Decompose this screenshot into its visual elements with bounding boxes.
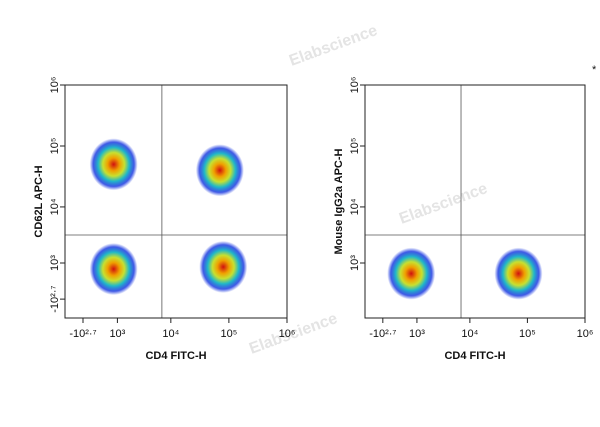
- y-tick-label: 10⁵: [49, 138, 61, 155]
- population: [89, 138, 138, 191]
- x-tick-label: -10²·⁷: [369, 328, 396, 340]
- y-tick-label: 10⁶: [49, 77, 61, 94]
- x-tick-label: 10⁵: [220, 328, 237, 340]
- y-tick-label: 10⁶: [349, 77, 361, 94]
- y-axis-title: Mouse IgG2a APC-H: [333, 148, 345, 254]
- population: [199, 240, 248, 293]
- y-axis-title: CD62L APC-H: [33, 165, 45, 237]
- population: [494, 247, 543, 300]
- population: [195, 144, 244, 197]
- y-tick-label: 10³: [349, 255, 361, 271]
- watermark: Elabscience: [287, 22, 380, 70]
- plot-frame: [64, 84, 288, 319]
- x-tick-label: -10²·⁷: [69, 328, 96, 340]
- y-tick-label: 10⁵: [349, 138, 361, 155]
- watermark: Elabscience: [397, 180, 490, 228]
- x-tick-label: 10³: [109, 328, 125, 340]
- x-axis-title: CD4 FITC-H: [444, 350, 505, 362]
- x-tick-label: 10⁶: [577, 328, 594, 340]
- asterisk: *: [592, 64, 597, 76]
- x-tick-label: 10⁶: [279, 328, 296, 340]
- y-tick-label: 10³: [49, 255, 61, 271]
- x-tick-label: 10⁴: [162, 328, 179, 340]
- x-tick-label: 10⁴: [461, 328, 478, 340]
- x-tick-label: 10⁵: [519, 328, 536, 340]
- plot-frame: [364, 84, 586, 319]
- y-tick-label: -10²·⁷: [49, 286, 61, 313]
- population: [387, 247, 436, 300]
- x-tick-label: 10³: [409, 328, 425, 340]
- y-tick-label: 10⁴: [49, 198, 61, 215]
- y-tick-label: 10⁴: [349, 198, 361, 215]
- population: [89, 243, 138, 296]
- x-axis-title: CD4 FITC-H: [145, 350, 206, 362]
